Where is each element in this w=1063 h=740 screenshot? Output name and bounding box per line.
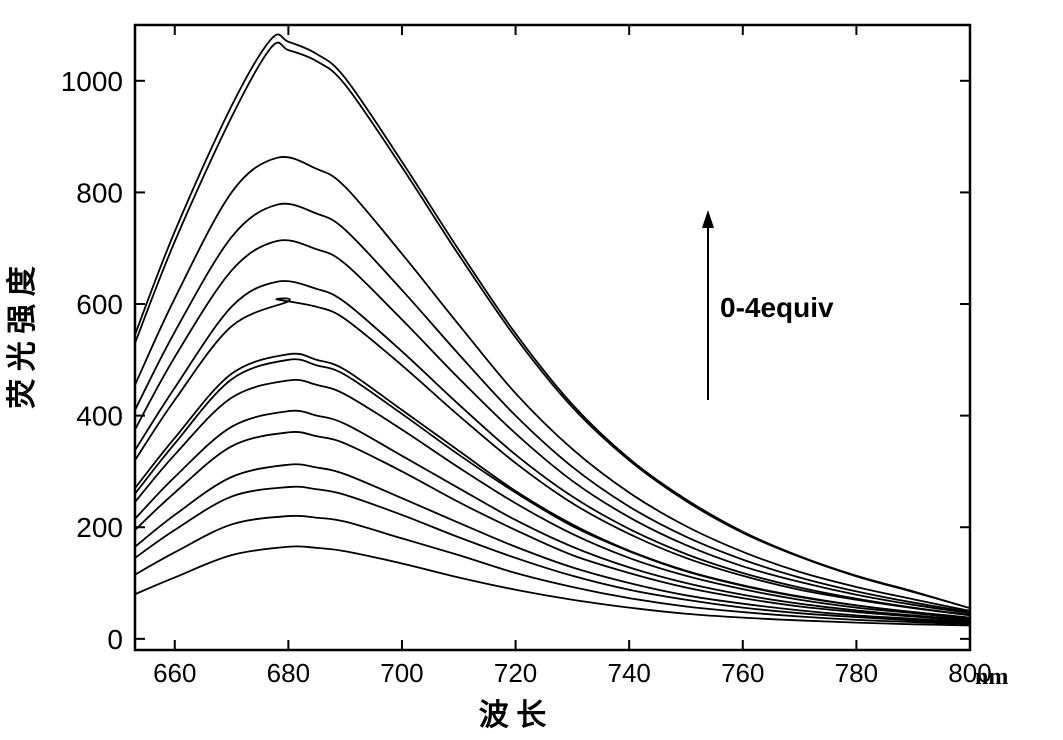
x-tick-label: 660 xyxy=(153,658,196,688)
x-tick-label: 720 xyxy=(494,658,537,688)
x-tick-label: 680 xyxy=(267,658,310,688)
x-tick-label: 760 xyxy=(721,658,764,688)
titration-arrow-head xyxy=(702,210,714,228)
series-line xyxy=(135,240,970,613)
series-line xyxy=(135,354,970,618)
fluorescence-titration-chart: 6606807007207407607808000200400600800100… xyxy=(0,0,1063,740)
series-line xyxy=(135,546,970,625)
series-line xyxy=(135,298,970,615)
y-tick-label: 200 xyxy=(76,512,123,543)
x-tick-label: 740 xyxy=(607,658,650,688)
series-line xyxy=(135,34,970,608)
y-axis-label: 荧 光 强 度 xyxy=(6,266,39,409)
y-tick-label: 0 xyxy=(107,624,123,655)
x-tick-label: 700 xyxy=(380,658,423,688)
x-axis-label: 波 长 xyxy=(479,699,547,732)
series-line xyxy=(135,487,970,624)
y-tick-label: 800 xyxy=(76,177,123,208)
titration-annotation: 0-4equiv xyxy=(720,292,834,323)
x-tick-label: 780 xyxy=(835,658,878,688)
series-line xyxy=(135,281,970,615)
y-tick-label: 600 xyxy=(76,289,123,320)
x-axis-unit: nm xyxy=(975,664,1008,690)
series-line xyxy=(135,204,970,612)
y-tick-label: 1000 xyxy=(61,66,123,97)
y-tick-label: 400 xyxy=(76,401,123,432)
chart-svg: 6606807007207407607808000200400600800100… xyxy=(0,0,1063,740)
series-line xyxy=(135,359,970,617)
